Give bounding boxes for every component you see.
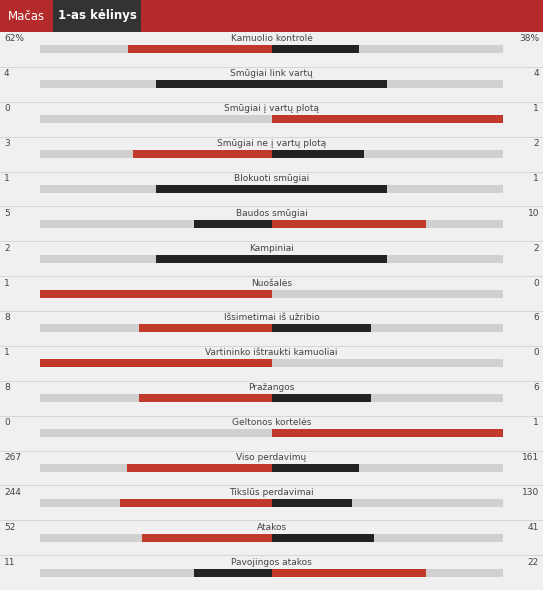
Text: 0: 0 <box>4 104 10 113</box>
Text: 3: 3 <box>4 139 10 148</box>
Bar <box>139 324 272 332</box>
Text: Išsimetimai iš užribio: Išsimetimai iš užribio <box>224 313 319 323</box>
Text: 62%: 62% <box>4 34 24 44</box>
Text: 161: 161 <box>522 453 539 462</box>
Bar <box>272 185 387 193</box>
Bar <box>194 569 272 576</box>
Text: 5: 5 <box>4 209 10 218</box>
Text: Kamuolio kontrolė: Kamuolio kontrolė <box>231 34 312 44</box>
Bar <box>272 569 426 576</box>
Text: 0: 0 <box>533 348 539 358</box>
Bar <box>156 80 272 88</box>
Text: 267: 267 <box>4 453 21 462</box>
Text: 1: 1 <box>4 174 10 183</box>
Bar <box>132 150 272 158</box>
Text: Pavojingos atakos: Pavojingos atakos <box>231 558 312 566</box>
Text: Smūgiai link vartų: Smūgiai link vartų <box>230 69 313 78</box>
Bar <box>40 45 503 54</box>
Text: 2: 2 <box>4 244 10 253</box>
Bar <box>40 499 503 507</box>
Bar <box>272 394 371 402</box>
Bar <box>40 115 503 123</box>
Bar <box>40 429 503 437</box>
Bar <box>127 464 272 472</box>
Text: 4: 4 <box>533 69 539 78</box>
Bar <box>40 255 503 263</box>
Bar <box>272 45 359 54</box>
Text: 244: 244 <box>4 488 21 497</box>
Bar <box>272 429 503 437</box>
Bar <box>40 290 503 297</box>
Text: Geltonos kortelės: Geltonos kortelės <box>232 418 311 427</box>
Bar <box>40 534 503 542</box>
Bar <box>40 220 503 228</box>
Text: 2: 2 <box>533 244 539 253</box>
Bar <box>40 464 503 472</box>
Bar <box>272 324 371 332</box>
Bar <box>128 45 272 54</box>
Text: Kampiniai: Kampiniai <box>249 244 294 253</box>
Text: Viso perdavimų: Viso perdavimų <box>236 453 307 462</box>
Bar <box>142 534 272 542</box>
Text: 4: 4 <box>4 69 10 78</box>
Bar <box>272 150 364 158</box>
Bar <box>40 394 503 402</box>
Bar <box>272 80 387 88</box>
Bar <box>40 80 503 88</box>
Bar <box>40 185 503 193</box>
Bar <box>194 220 272 228</box>
Text: Vartininko ištraukti kamuoliai: Vartininko ištraukti kamuoliai <box>205 348 338 358</box>
Bar <box>272 464 358 472</box>
Bar <box>156 185 272 193</box>
Text: 1: 1 <box>4 278 10 287</box>
Text: 8: 8 <box>4 383 10 392</box>
Bar <box>272 115 503 123</box>
Bar <box>40 324 503 332</box>
Text: 1: 1 <box>533 174 539 183</box>
Bar <box>53 0 141 32</box>
Bar <box>40 359 503 368</box>
Text: 8: 8 <box>4 313 10 323</box>
Text: 1: 1 <box>4 348 10 358</box>
Bar <box>40 150 503 158</box>
Text: 1-as kėlinys: 1-as kėlinys <box>58 9 136 22</box>
Bar <box>272 499 352 507</box>
Bar <box>272 220 426 228</box>
Text: 41: 41 <box>528 523 539 532</box>
Text: 22: 22 <box>528 558 539 566</box>
Text: Tikslūs perdavimai: Tikslūs perdavimai <box>229 488 314 497</box>
Text: 0: 0 <box>533 278 539 287</box>
Text: Mačas: Mačas <box>8 9 45 22</box>
Bar <box>272 534 374 542</box>
Text: Atakos: Atakos <box>256 523 287 532</box>
Bar <box>156 255 272 263</box>
Text: 6: 6 <box>533 313 539 323</box>
Bar <box>272 255 387 263</box>
Text: 38%: 38% <box>519 34 539 44</box>
Text: 11: 11 <box>4 558 16 566</box>
Text: 6: 6 <box>533 383 539 392</box>
Text: 52: 52 <box>4 523 15 532</box>
Text: Pražangos: Pražangos <box>248 383 295 392</box>
Bar <box>40 290 272 297</box>
Text: Smūgiai ne į vartų plotą: Smūgiai ne į vartų plotą <box>217 139 326 148</box>
Text: Blokuoti smūgiai: Blokuoti smūgiai <box>234 174 309 183</box>
Text: 1: 1 <box>533 418 539 427</box>
Bar <box>40 359 272 368</box>
Bar <box>121 499 272 507</box>
Bar <box>139 394 272 402</box>
Text: Smūgiai į vartų plotą: Smūgiai į vartų plotą <box>224 104 319 113</box>
Text: Baudos smūgiai: Baudos smūgiai <box>236 209 307 218</box>
Text: Nuošalės: Nuošalės <box>251 278 292 287</box>
Text: 2: 2 <box>533 139 539 148</box>
Bar <box>40 569 503 576</box>
Text: 10: 10 <box>527 209 539 218</box>
Text: 0: 0 <box>4 418 10 427</box>
Text: 130: 130 <box>522 488 539 497</box>
Text: 1: 1 <box>533 104 539 113</box>
